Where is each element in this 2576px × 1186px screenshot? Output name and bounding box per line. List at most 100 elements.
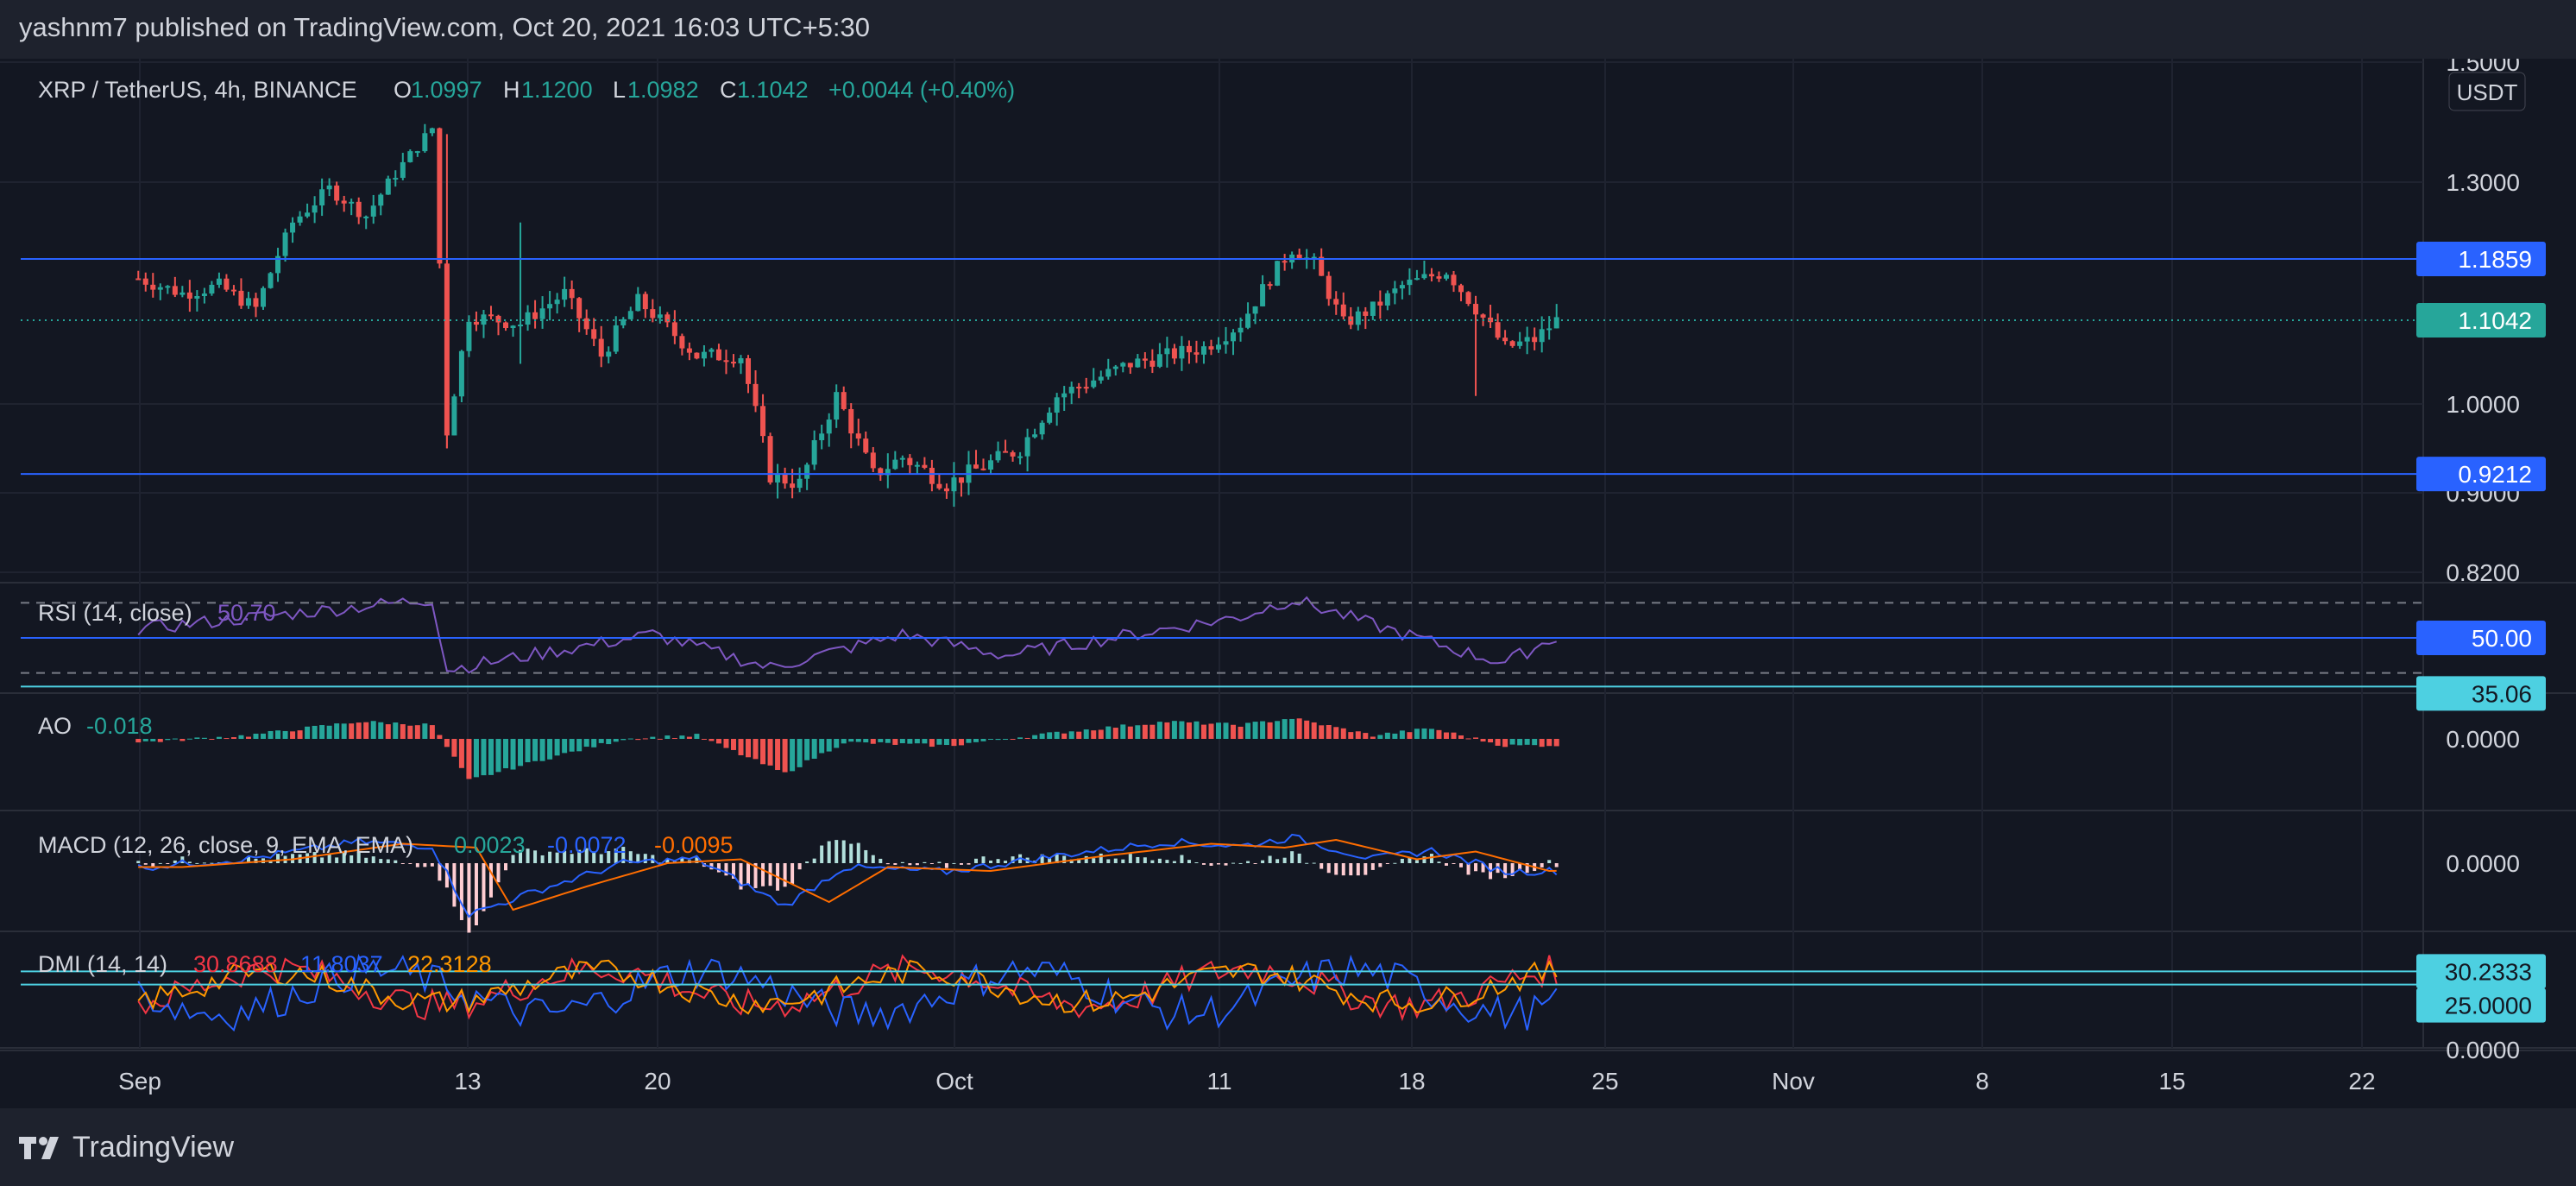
ao-bar bbox=[466, 739, 472, 779]
macd-histogram-bar bbox=[482, 863, 486, 912]
candle bbox=[995, 451, 1001, 461]
candle bbox=[775, 473, 781, 483]
macd-histogram-bar bbox=[1268, 855, 1272, 863]
candle bbox=[180, 292, 186, 295]
macd-histogram-bar bbox=[584, 848, 589, 863]
macd-histogram-bar bbox=[379, 859, 383, 863]
macd-histogram-bar bbox=[1510, 863, 1515, 876]
x-tick-label: 20 bbox=[644, 1068, 671, 1095]
candle bbox=[1414, 278, 1420, 281]
macd-histogram-bar bbox=[496, 863, 501, 883]
candle bbox=[539, 308, 545, 319]
macd-histogram-bar bbox=[879, 858, 883, 863]
ao-bar bbox=[172, 738, 178, 740]
candle bbox=[451, 396, 457, 436]
ao-bar bbox=[547, 739, 553, 760]
macd-histogram-bar bbox=[1048, 858, 1052, 863]
ao-bar bbox=[569, 739, 575, 752]
candle bbox=[135, 278, 142, 281]
ao-bar bbox=[1275, 721, 1281, 739]
macd-histogram-bar bbox=[1370, 863, 1375, 870]
chart-grid bbox=[0, 59, 2576, 1051]
ao-bar bbox=[1083, 729, 1089, 739]
candle bbox=[1532, 337, 1538, 343]
ao-bar bbox=[444, 739, 450, 748]
ao-bar bbox=[180, 739, 186, 741]
macd-histogram-bar bbox=[1209, 863, 1213, 867]
candle bbox=[1120, 363, 1126, 367]
ao-bar bbox=[1032, 735, 1038, 739]
macd-histogram-bar bbox=[599, 854, 603, 863]
candle bbox=[870, 452, 876, 469]
dmi-adx-line bbox=[137, 959, 1558, 1015]
ao-bar bbox=[525, 739, 531, 763]
ao-bar bbox=[848, 739, 854, 742]
ao-bar bbox=[723, 739, 729, 748]
candle bbox=[804, 464, 810, 479]
candle bbox=[738, 358, 744, 363]
macd-histogram-bar bbox=[1319, 863, 1324, 869]
ao-bar bbox=[995, 739, 1001, 741]
ao-bar bbox=[576, 739, 583, 752]
chart-canvas[interactable]: XRP / TetherUS, 4h, BINANCE O 1.0997 H 1… bbox=[0, 59, 2576, 1108]
candle bbox=[1105, 369, 1112, 377]
ao-bar bbox=[451, 739, 457, 757]
ao-bar bbox=[194, 737, 200, 739]
candle bbox=[319, 189, 325, 205]
ao-axis-label: 0.0000 bbox=[2446, 726, 2520, 753]
macd-histogram-bar bbox=[327, 854, 331, 863]
ao-bar bbox=[583, 739, 589, 748]
price-badge-last-bg bbox=[2416, 303, 2546, 338]
candle bbox=[591, 329, 597, 339]
candle bbox=[606, 351, 612, 357]
price-tick-label: 1.0000 bbox=[2446, 391, 2520, 418]
ao-bar bbox=[216, 736, 222, 739]
ao-bar bbox=[1252, 722, 1258, 739]
macd-histogram-bar bbox=[400, 863, 405, 864]
candle bbox=[1319, 256, 1325, 276]
macd-histogram-bar bbox=[761, 863, 765, 886]
macd-histogram-bar bbox=[246, 856, 250, 863]
ao-bar bbox=[701, 739, 707, 740]
ao-bar bbox=[135, 739, 142, 743]
macd-histogram-bar bbox=[415, 863, 419, 867]
ao-bar bbox=[775, 739, 781, 771]
macd-histogram-bar bbox=[1246, 861, 1250, 863]
macd-histogram-bar bbox=[753, 863, 758, 888]
candle bbox=[746, 358, 752, 384]
ao-bar bbox=[1465, 738, 1471, 740]
ao-bar bbox=[870, 739, 876, 744]
candle bbox=[495, 315, 501, 323]
change-value: +0.0044 (+0.40%) bbox=[828, 77, 1015, 103]
macd-histogram-bar bbox=[1305, 862, 1309, 864]
candle bbox=[1436, 276, 1442, 279]
candle bbox=[635, 293, 641, 312]
ao-bar bbox=[738, 739, 744, 755]
ao-bar bbox=[1194, 721, 1200, 739]
candle bbox=[1068, 387, 1074, 394]
macd-histogram-bar bbox=[1040, 854, 1044, 863]
candle bbox=[1340, 304, 1346, 317]
currency-box[interactable] bbox=[2448, 72, 2526, 111]
candle bbox=[1047, 413, 1053, 423]
macd-histogram-bar bbox=[929, 863, 934, 864]
candle bbox=[598, 338, 604, 357]
ao-bar bbox=[495, 739, 501, 773]
candle bbox=[694, 352, 700, 359]
tradingview-logo[interactable]: TradingView bbox=[19, 1131, 234, 1164]
candle bbox=[1252, 306, 1258, 314]
candle bbox=[1039, 422, 1045, 435]
adx-value: 22.3128 bbox=[407, 951, 492, 977]
macd-histogram-bar bbox=[1518, 863, 1522, 870]
candle bbox=[834, 392, 840, 420]
candle bbox=[245, 298, 251, 306]
candle bbox=[1282, 261, 1288, 263]
high-label: H bbox=[503, 77, 520, 103]
ao-bar bbox=[510, 739, 516, 770]
high-value: 1.1200 bbox=[521, 77, 593, 103]
macd-histogram-bar bbox=[827, 841, 831, 863]
rsi-badge-50: 50.00 bbox=[2472, 625, 2532, 652]
candle bbox=[1164, 348, 1170, 355]
macd-histogram-bar bbox=[276, 854, 280, 863]
macd-histogram-bar bbox=[1474, 863, 1478, 872]
